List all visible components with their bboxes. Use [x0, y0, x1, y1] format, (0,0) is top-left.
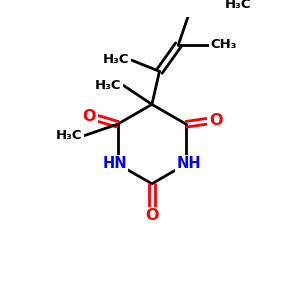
Text: O: O: [82, 109, 96, 124]
Text: H₃C: H₃C: [56, 129, 82, 142]
Text: H₃C: H₃C: [95, 79, 122, 92]
Text: O: O: [145, 208, 159, 224]
Text: HN: HN: [102, 156, 127, 171]
Text: H₃C: H₃C: [103, 53, 129, 67]
Text: NH: NH: [177, 156, 201, 171]
Text: O: O: [209, 113, 222, 128]
Text: CH₃: CH₃: [211, 38, 237, 51]
Text: H₃C: H₃C: [225, 0, 251, 11]
